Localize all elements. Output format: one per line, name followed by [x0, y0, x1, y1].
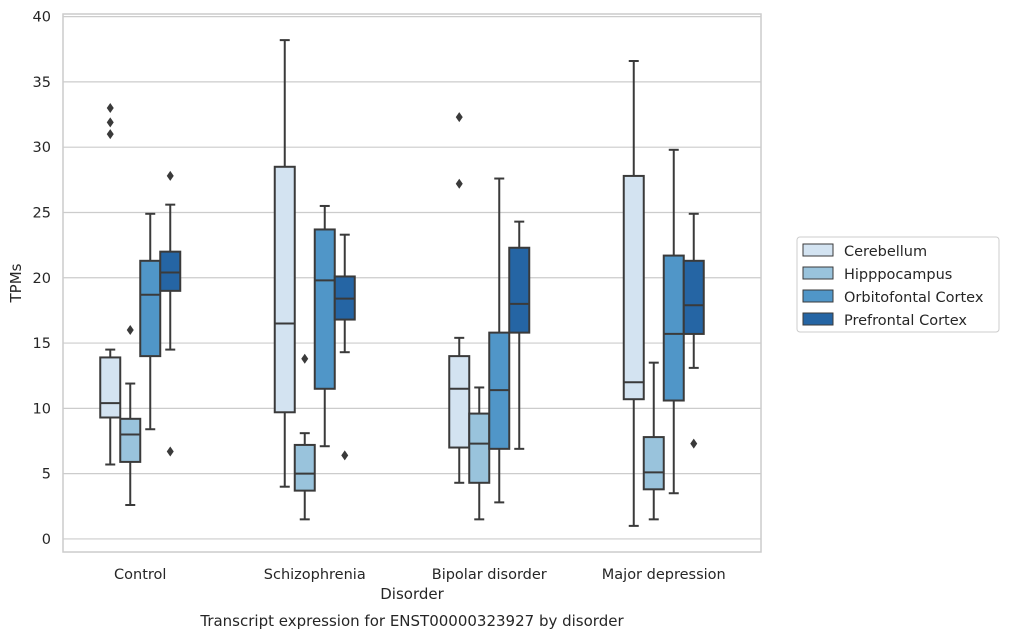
legend-swatch — [802, 312, 834, 326]
iqr-box — [99, 356, 122, 419]
outlier-point — [106, 117, 114, 128]
box-mark — [662, 148, 685, 495]
legend-item: Hipppocampus — [802, 266, 952, 283]
box-mark — [119, 325, 142, 506]
outlier-point — [166, 446, 174, 457]
outlier-point — [106, 129, 114, 140]
iqr-box — [119, 417, 142, 463]
iqr-box — [622, 174, 645, 401]
box-mark — [682, 212, 705, 449]
box-mark — [448, 112, 471, 484]
outlier-point — [690, 438, 698, 449]
legend-label: Hipppocampus — [844, 267, 952, 283]
box-mark — [508, 220, 531, 450]
box-mark — [468, 386, 491, 521]
legend-item: Cerebellum — [802, 243, 927, 260]
series-hipppocampus — [119, 325, 665, 521]
box-mark — [293, 353, 316, 521]
outlier-point — [166, 170, 174, 181]
plot-frame — [62, 13, 762, 553]
iqr-box — [682, 259, 705, 335]
box-mark — [488, 177, 511, 504]
iqr-box — [293, 443, 316, 492]
outlier-point — [106, 103, 114, 114]
x-tick-label: Major depression — [602, 567, 726, 583]
box-mark — [159, 170, 182, 457]
legend-label: Orbitofontal Cortex — [844, 290, 984, 306]
series-cerebellum — [99, 39, 645, 527]
legend-item: Orbitofontal Cortex — [802, 289, 984, 306]
box-mark — [333, 233, 356, 461]
y-tick-label: 30 — [33, 140, 51, 156]
y-axis-label: TPMs — [7, 263, 25, 303]
y-tick-label: 20 — [33, 271, 51, 287]
legend: Cerebellum Hipppocampus Orbitofontal Corte… — [796, 236, 1000, 333]
y-tick-label: 40 — [33, 10, 51, 26]
iqr-box — [662, 254, 685, 402]
iqr-box — [468, 412, 491, 484]
iqr-box — [642, 436, 665, 491]
series-orbitofontal-cortex — [139, 148, 685, 504]
x-tick-label: Schizophrenia — [264, 567, 366, 583]
legend-frame — [796, 236, 1000, 333]
legend-label: Prefrontal Cortex — [844, 313, 967, 329]
box-mark — [99, 103, 122, 466]
outlier-point — [341, 450, 349, 461]
legend-label: Cerebellum — [844, 244, 927, 260]
box-series — [99, 39, 705, 527]
y-tick-label: 25 — [33, 205, 51, 221]
outlier-point — [301, 353, 309, 364]
y-tick-label: 5 — [42, 467, 51, 483]
legend-swatch — [802, 243, 834, 257]
iqr-box — [448, 355, 471, 449]
box-mark — [273, 39, 296, 488]
x-tick-labels: Control Schizophrenia Bipolar disorder Majo… — [114, 567, 726, 583]
box-mark — [313, 204, 336, 448]
iqr-box — [313, 228, 336, 390]
chart-caption: Transcript expression for ENST0000032392… — [199, 612, 624, 630]
iqr-box — [139, 259, 162, 358]
x-axis-label: Disorder — [380, 585, 444, 603]
series-prefrontal-cortex — [159, 170, 705, 461]
y-tick-label: 35 — [33, 75, 51, 91]
box-mark — [642, 361, 665, 521]
legend-item: Prefrontal Cortex — [802, 312, 967, 329]
x-tick-label: Bipolar disorder — [432, 567, 547, 583]
iqr-box — [273, 165, 296, 414]
box-mark — [139, 212, 162, 431]
y-tick-label: 10 — [33, 401, 51, 417]
y-tick-label: 15 — [33, 336, 51, 352]
outlier-point — [455, 112, 463, 123]
box-mark — [622, 60, 645, 527]
iqr-box — [508, 246, 531, 334]
legend-swatch — [802, 266, 834, 280]
iqr-box — [159, 250, 182, 292]
x-tick-label: Control — [114, 567, 166, 583]
y-tick-labels: 0 5 10 15 20 25 30 35 40 — [33, 10, 51, 548]
outlier-point — [455, 178, 463, 189]
legend-swatch — [802, 289, 834, 303]
outlier-point — [126, 325, 134, 336]
y-tick-label: 0 — [42, 532, 51, 548]
